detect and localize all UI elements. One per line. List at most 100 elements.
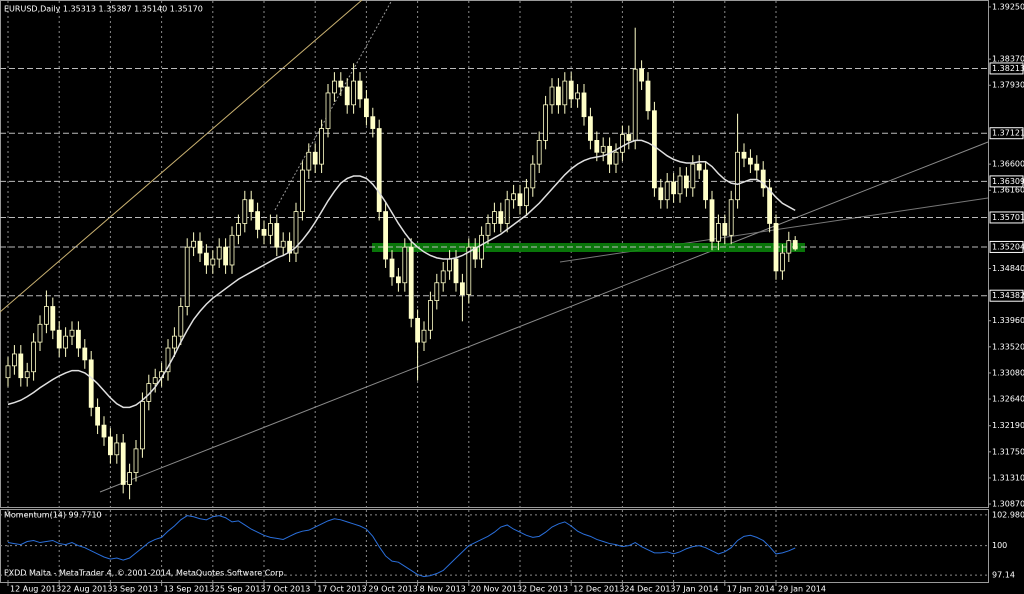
axes: 12 Aug 2013 22 Aug 2013 3 Sep 2013 13 Sep 2…	[7, 2, 1024, 594]
candle-body	[395, 276, 401, 284]
y-tick-label: 97.14	[992, 571, 1015, 580]
y-tick-label: 1.37930	[992, 81, 1024, 90]
level-box	[989, 127, 1024, 140]
candle-body	[741, 151, 747, 159]
y-tick-label: 1.34840	[992, 264, 1024, 273]
candle-body	[216, 246, 222, 260]
candle-body	[709, 199, 715, 242]
candle-body	[466, 246, 472, 296]
candle-body	[780, 252, 785, 272]
y-tick-label: 1.32190	[992, 421, 1024, 430]
candle-body	[114, 442, 120, 456]
y-tick-label: 100	[992, 541, 1007, 550]
candle-body	[767, 187, 772, 224]
trend-line	[99, 141, 989, 493]
candle-body	[613, 151, 619, 165]
candle-body	[491, 211, 497, 224]
candle-body	[5, 365, 11, 379]
x-tick-label: 22 Aug 2013	[61, 585, 112, 594]
y-tick-label: 1.32640	[992, 395, 1024, 404]
candle-body	[44, 306, 49, 325]
level-box	[989, 175, 1024, 188]
candle-body	[664, 181, 670, 201]
level-box	[989, 62, 1024, 75]
x-tick-label: 17 Jan 2014	[727, 585, 775, 594]
level-label: 1.34382	[992, 291, 1024, 300]
candle-body	[191, 240, 197, 248]
candle-body	[792, 240, 798, 250]
level-label: 1.35701	[992, 213, 1024, 222]
moving-average	[7, 139, 796, 409]
candle-body	[24, 371, 30, 379]
x-tick-label: 7 Jan 2014	[676, 585, 719, 594]
candle-body	[376, 128, 382, 212]
candle-body	[223, 246, 229, 266]
indicator-title: Momentum(14) 99.7710	[4, 511, 102, 520]
candle-body	[786, 240, 792, 254]
candle-body	[18, 353, 24, 379]
candle-body	[652, 110, 657, 189]
candle-body	[472, 246, 478, 260]
x-tick-label: 29 Oct 2013	[368, 585, 417, 594]
y-tick-label: 1.30870	[992, 500, 1024, 509]
candle-body	[274, 223, 280, 248]
x-tick-label: 12 Dec 2013	[573, 585, 624, 594]
candle-body	[331, 80, 337, 94]
candle-body	[11, 353, 17, 367]
trend-line	[0, 0, 363, 313]
y-tick-label: 1.36600	[992, 160, 1024, 169]
candle-body	[203, 252, 209, 266]
footer: FXDD Malta - MetaTrader 4, © 2001-2014, …	[4, 569, 286, 578]
x-tick-label: 29 Jan 2014	[778, 585, 826, 594]
candle-body	[696, 163, 702, 171]
candle-body	[344, 86, 350, 106]
candle-body	[69, 329, 75, 337]
candle-body	[530, 163, 536, 189]
main-panel-border	[0, 0, 989, 508]
candle-body	[639, 68, 644, 82]
candle-body	[50, 306, 56, 331]
candle-body	[63, 335, 68, 349]
candle-body	[152, 377, 158, 385]
candle-body	[600, 145, 606, 153]
candle-body	[261, 228, 267, 236]
candle-body	[120, 442, 126, 485]
candle-body	[671, 181, 676, 195]
x-tick-label: 12 Aug 2013	[10, 585, 61, 594]
level-label: 1.35204	[992, 242, 1024, 251]
candle-body	[389, 258, 395, 278]
level-label: 1.37121	[992, 129, 1024, 138]
candle-body	[370, 116, 376, 129]
y-tick-label: 1.31750	[992, 447, 1024, 456]
candle-body	[517, 193, 523, 207]
candle-body	[504, 199, 510, 224]
indicator-line	[7, 515, 796, 578]
candle-body	[620, 134, 625, 153]
candle-body	[536, 140, 542, 165]
trend-line	[274, 0, 393, 211]
x-tick-label: 2 Dec 2013	[522, 585, 568, 594]
candle-body	[76, 329, 81, 349]
candle-body	[524, 187, 529, 207]
y-tick-label: 1.33960	[992, 316, 1024, 325]
candle-body	[658, 187, 664, 201]
x-tick-label: 13 Sep 2013	[164, 585, 215, 594]
candle-body	[184, 246, 190, 307]
candle-body	[684, 175, 689, 189]
candle-body	[415, 317, 421, 343]
candle-body	[171, 335, 177, 349]
candle-body	[210, 258, 216, 266]
candle-body	[299, 169, 305, 212]
candle-body	[319, 128, 325, 165]
y-tick-label: 1.33520	[992, 342, 1024, 351]
candle-body	[280, 240, 286, 248]
candle-body	[139, 401, 145, 450]
candle-body	[255, 211, 261, 230]
candle-body	[408, 246, 414, 319]
candle-body	[690, 163, 696, 189]
candle-body	[677, 175, 683, 195]
candle-body	[427, 300, 433, 331]
candle-body	[312, 151, 318, 165]
x-tick-label: 8 Nov 2013	[420, 585, 466, 594]
x-tick-label: 7 Oct 2013	[266, 585, 310, 594]
